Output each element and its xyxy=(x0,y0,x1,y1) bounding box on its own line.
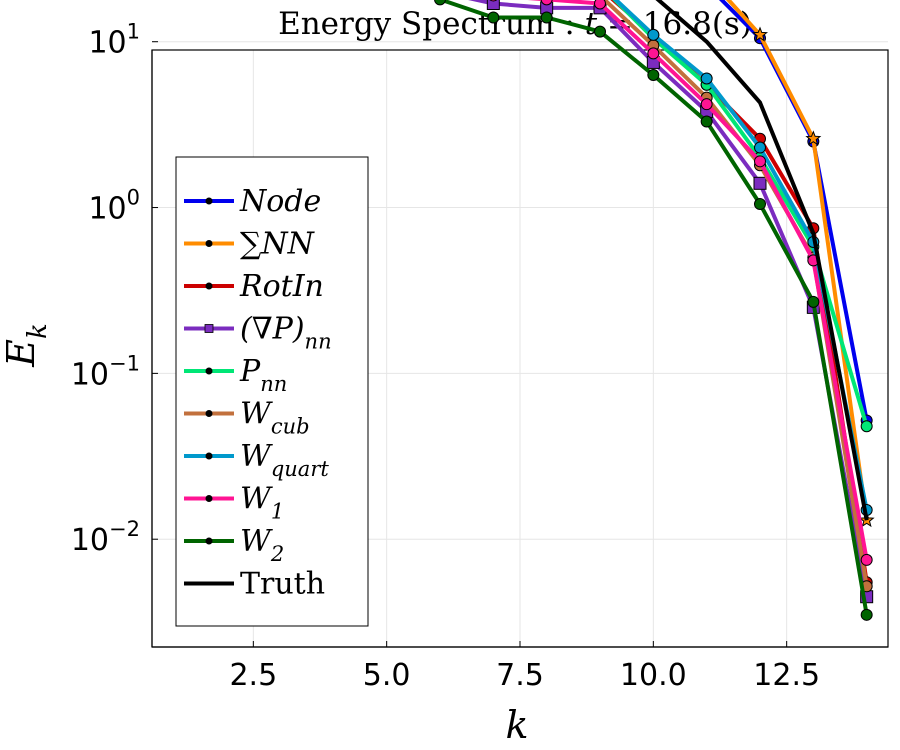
data-point xyxy=(540,11,553,24)
data-point xyxy=(753,176,767,190)
data-point xyxy=(487,11,500,24)
legend-marker xyxy=(205,537,213,545)
x-tick-label: 2.5 xyxy=(229,658,277,693)
series-line xyxy=(610,0,869,583)
series-W1 xyxy=(489,0,873,566)
x-tick-label: 10.0 xyxy=(620,658,687,693)
legend-item: Pnn xyxy=(184,354,287,396)
data-point xyxy=(860,608,873,621)
legend-marker xyxy=(205,495,213,502)
data-point xyxy=(594,0,606,10)
legend-label: W1 xyxy=(240,482,284,524)
y-tick-label: 101 xyxy=(88,20,140,61)
x-tick-label: 5.0 xyxy=(363,658,411,693)
y-axis-label-sub: k xyxy=(23,323,53,339)
data-point xyxy=(647,28,660,41)
x-tick-label: 7.5 xyxy=(496,658,544,693)
series-line xyxy=(527,0,869,561)
legend-marker xyxy=(205,367,213,375)
y-tick-label: 10−1 xyxy=(71,351,140,392)
legend-item: W1 xyxy=(184,482,284,524)
data-point xyxy=(486,0,500,10)
data-point xyxy=(752,26,768,42)
data-point xyxy=(700,115,713,128)
legend-label: Truth xyxy=(240,567,325,602)
x-tick-label: 12.5 xyxy=(753,658,820,693)
legend-marker xyxy=(204,324,214,333)
data-point xyxy=(540,0,553,6)
legend-label: Node xyxy=(239,184,321,219)
legend-item: Truth xyxy=(184,567,325,602)
series-line xyxy=(612,0,869,427)
legend-marker xyxy=(205,240,213,247)
legend-item: RotIn xyxy=(184,269,324,304)
legend-label: Pnn xyxy=(239,354,287,396)
data-point xyxy=(860,420,873,433)
data-point xyxy=(434,0,446,6)
legend-item: (∇P)nn xyxy=(184,312,332,354)
legend-label: RotIn xyxy=(239,269,324,304)
x-axis-label: k xyxy=(505,703,528,747)
legend-marker xyxy=(205,452,213,460)
series-line xyxy=(468,0,869,598)
legend-label: ∑NN xyxy=(240,227,316,262)
series-line xyxy=(613,0,869,511)
chart-title: Energy Spectrum : t = 16.8(s) xyxy=(278,6,752,42)
legend-box xyxy=(175,156,369,627)
data-point xyxy=(647,68,660,81)
data-point xyxy=(754,155,766,168)
legend-marker xyxy=(205,197,213,205)
data-point xyxy=(489,0,498,2)
data-point xyxy=(700,98,713,111)
legend-label: W2 xyxy=(240,524,284,566)
y-axis-ticks: 10210110010−110−2 xyxy=(71,20,158,647)
legend-marker xyxy=(205,282,213,290)
data-point xyxy=(754,198,766,211)
legend-item: Node xyxy=(184,184,321,219)
series-Truth xyxy=(655,0,869,521)
legend-label: Wcub xyxy=(240,397,310,439)
series-line xyxy=(437,0,869,616)
legend-item: ∑NN xyxy=(184,227,316,262)
data-point xyxy=(860,553,873,566)
legend-item: Wcub xyxy=(184,397,310,439)
series-line xyxy=(655,0,869,521)
legend-label: (∇P)nn xyxy=(240,312,332,354)
x-axis-ticks: 2.5 5.0 7.5 10.0 12.5 xyxy=(152,641,888,693)
data-point xyxy=(700,72,713,85)
series-line xyxy=(718,0,869,421)
data-point xyxy=(807,295,820,308)
data-point xyxy=(647,47,660,60)
data-point xyxy=(754,141,766,154)
y-tick-label: 10−2 xyxy=(71,517,140,558)
data-point xyxy=(805,130,822,146)
y-axis-label-main: E xyxy=(0,339,43,368)
series-line xyxy=(725,0,869,521)
legend-label: Wquart xyxy=(240,439,329,481)
data-series xyxy=(434,0,875,621)
legend-item: Wquart xyxy=(184,439,329,481)
series-W2 xyxy=(434,0,873,621)
data-point xyxy=(594,25,606,38)
legend-marker xyxy=(205,410,213,417)
y-tick-label: 100 xyxy=(88,186,140,227)
y-axis-label: Ek xyxy=(0,323,53,368)
legend-item: W2 xyxy=(184,524,284,566)
svg-text:Ek: Ek xyxy=(0,323,53,368)
